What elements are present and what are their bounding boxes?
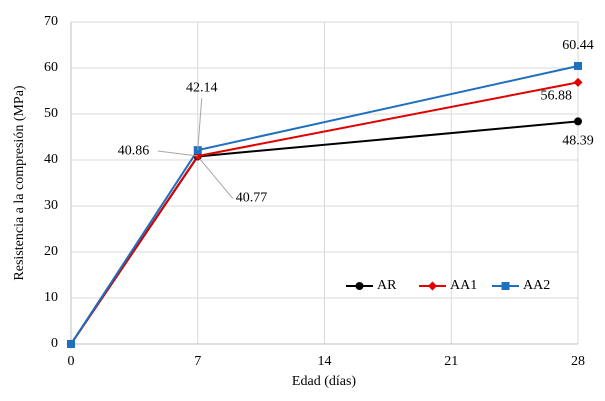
x-tick-label: 14: [318, 354, 332, 369]
y-tick-label: 60: [44, 60, 58, 75]
x-axis-title: Edad (días): [292, 374, 356, 389]
legend-marker: [355, 282, 364, 290]
data-label: 40.86: [118, 143, 150, 158]
data-label: 40.77: [236, 191, 268, 206]
y-tick-label: 20: [44, 244, 58, 259]
y-tick-label: 70: [44, 14, 58, 29]
data-label: 56.88: [541, 89, 573, 104]
data-label: 42.14: [186, 80, 218, 95]
legend-label: AR: [377, 278, 397, 293]
x-tick-label: 0: [68, 354, 75, 369]
y-axis-title: Resistencia a la compresión (MPa): [12, 85, 27, 281]
x-tick-label: 7: [194, 354, 201, 369]
marker: [573, 77, 583, 87]
x-tick-label: 21: [444, 354, 458, 369]
y-tick-label: 40: [44, 152, 58, 167]
legend-label: AA2: [523, 278, 550, 293]
leader-line: [197, 98, 203, 151]
data-label: 48.39: [562, 134, 594, 149]
legend-marker: [428, 281, 437, 291]
y-tick-label: 30: [44, 198, 58, 213]
y-tick-label: 10: [44, 290, 58, 305]
y-tick-label: 0: [51, 336, 58, 351]
y-tick-label: 50: [44, 106, 58, 121]
marker: [574, 61, 582, 70]
marker: [574, 117, 582, 126]
leader-line: [197, 156, 234, 199]
leader-line: [157, 150, 198, 157]
data-label: 60.44: [562, 38, 594, 53]
legend-label: AA1: [450, 278, 477, 293]
marker: [67, 340, 75, 348]
x-tick-label: 28: [571, 354, 585, 369]
legend-marker: [501, 282, 510, 290]
